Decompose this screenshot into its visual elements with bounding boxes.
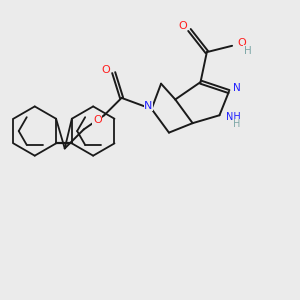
Text: N: N: [144, 101, 153, 111]
Text: H: H: [233, 119, 241, 129]
Text: N: N: [233, 83, 241, 93]
Text: O: O: [93, 115, 102, 125]
Text: NH: NH: [226, 112, 241, 122]
Text: H: H: [244, 46, 252, 56]
Text: O: O: [178, 21, 187, 31]
Text: O: O: [101, 65, 110, 75]
Text: O: O: [237, 38, 246, 48]
